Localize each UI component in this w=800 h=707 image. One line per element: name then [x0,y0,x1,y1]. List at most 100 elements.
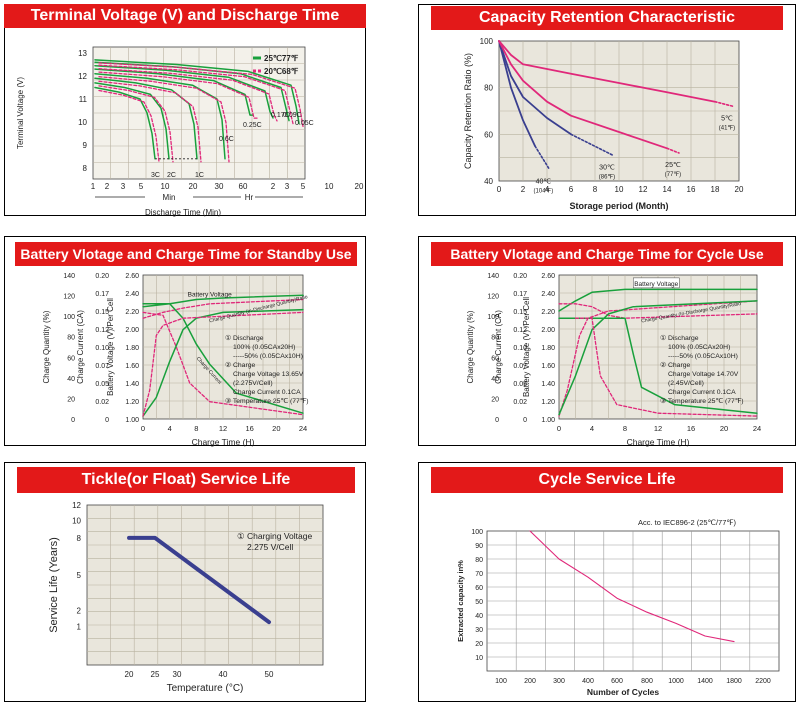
y2-tick-label: 0.05 [95,381,109,388]
y3-tick-label: 1.20 [541,399,555,406]
x-axis-label: Temperature (°C) [167,683,244,694]
discharge-curve-20c [98,89,160,163]
y-tick-label: 12 [78,72,87,81]
y-tick-label: 70 [475,571,483,578]
y3-axis-label: Battery Voltage (V)/Per Cell [106,298,115,396]
series-label: 40℃ [536,178,552,185]
chart-title: Battery Vlotage and Charge Time for Stan… [15,242,357,266]
y2-tick-label: 0.10 [95,345,109,352]
curve-label: 3C [151,172,160,179]
series-sublabel: (104℉) [534,188,554,194]
curve-label: Battery Voltage [634,281,678,288]
y2-tick-label: 0.07 [95,363,109,370]
retention-series-1 [498,40,572,136]
discharge-curve-20c [98,85,174,163]
x-tick-label: 20 [272,424,280,433]
series-sublabel: (77℉) [665,172,681,178]
x-tick-label-min: 10 [161,182,170,191]
y-tick-label: 50 [475,599,483,606]
y3-tick-label: 2.00 [541,327,555,334]
x-tick-label: 1400 [697,678,713,685]
x-tick-label: 25 [151,670,160,679]
x-tick-label: 12 [654,424,662,433]
y-tick-label: 5 [77,571,82,580]
battery-voltage-curve-50 [142,298,304,319]
x-tick-label-hr: 20 [355,182,364,191]
y-tick-label: 12 [72,501,81,510]
y1-tick-label: 140 [63,273,75,280]
series-label: 30℃ [599,164,615,171]
y2-tick-label: 0.20 [95,273,109,280]
discharge-curve-25c [94,59,300,125]
y-tick-label: 10 [78,118,87,127]
x-tick-label: 40 [219,670,228,679]
x-tick-label: 50 [265,670,274,679]
discharge-curve-25c [94,68,254,116]
discharge-curve-25c [94,86,156,160]
y3-tick-label: 2.40 [541,291,555,298]
y3-tick-label: 2.40 [125,291,139,298]
x-tick-label: 400 [582,678,594,685]
retention-series-2 [498,40,668,150]
y-axis-label: Terminal Voltage (V) [16,77,25,149]
x-tick-label: 4 [590,424,594,433]
note-line: Charge Current 0.1CA [233,389,301,396]
x-tick-label-min: 5 [139,182,144,191]
y1-tick-label: 40 [491,376,499,383]
x-tick-label: 8 [593,185,598,194]
x-tick-label: 20 [720,424,728,433]
charge-current-curve [142,303,304,414]
y-tick-label: 40 [475,613,483,620]
charge-current-curve-50 [574,317,758,417]
y-tick-label: 100 [471,529,483,536]
float-life-curve [127,535,271,625]
x-tick-label-hr: 3 [285,182,290,191]
y-tick-label: 20 [475,641,483,648]
discharge-curve-25c [94,82,170,160]
charge-current-curve-50 [142,311,304,416]
y2-tick-label: 0 [105,417,109,424]
x-tick-label: 8 [194,424,198,433]
x-axis-label: Storage period (Month) [570,201,669,211]
series-label: 25℃ [665,162,681,169]
x-tick-label: 16 [245,424,253,433]
x-tick-label: 24 [299,424,307,433]
panel-cycle-charge: Battery Vlotage and Charge Time for Cycl… [418,236,796,447]
y-tick-label: 8 [77,534,82,543]
note-line: -----50% (0.05CAx10H) [233,353,303,360]
y3-tick-label: 1.40 [125,381,139,388]
y2-tick-label: 0 [523,417,527,424]
y2-tick-label: 0.02 [513,399,527,406]
note-line: ③ Temperature 25℃ (77℉) [660,397,744,405]
x-tick-label: 24 [753,424,761,433]
note-line: ① Charging Voltage [237,531,312,541]
y3-axis-label: Battery Voltage (V) /Per Cell [522,297,531,397]
x-axis-label: Discharge Time (Min) [145,208,221,217]
x-tick-label: 16 [687,185,696,194]
curve-label: 0.05C [295,120,314,127]
y-tick-label: 11 [79,95,88,104]
y3-tick-label: 2.20 [125,309,139,316]
x-tick-label-hr: 2 [271,182,276,191]
curve-label: 0.09C [283,112,302,119]
charge-quantity-curve [558,300,758,416]
y-tick-label: 60 [475,585,483,592]
y1-tick-label: 120 [63,294,75,301]
legend-label: 25℃77℉ [264,54,299,63]
charge-quantity-curve [142,308,304,417]
y1-tick-label: 80 [491,335,499,342]
panel-cycle-life: Cycle Service Life 100 90 80 70 60 50 40 30 20 10… [418,462,796,702]
x-tick-label: 10 [615,185,624,194]
y2-tick-label: 0.02 [95,399,109,406]
x-axis-label: Charge Time (H) [627,437,690,447]
battery-voltage-curve-50 [558,303,758,319]
x-tick-label-hr: 5 [301,182,306,191]
y2-tick-label: 0.17 [513,291,527,298]
cycle-life-chart: 100 90 80 70 60 50 40 30 20 10 100 200 300 400 600 800 1… [456,518,780,697]
x-tick-label: 30 [173,670,182,679]
y-axis-label: Extracted capacity in% [456,560,465,642]
retention-series-tail-0 [534,145,551,171]
x-tick-label-min: 3 [121,182,126,191]
x-axis-label: Number of Cycles [587,687,660,697]
